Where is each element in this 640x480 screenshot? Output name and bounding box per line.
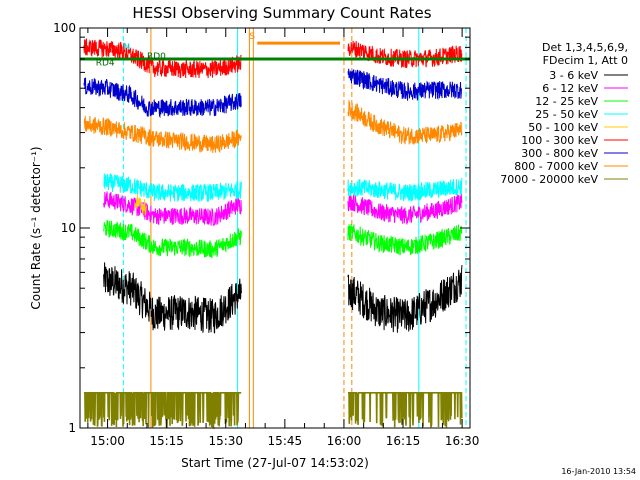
x-axis-label: Start Time (27-Jul-07 14:53:02) — [181, 456, 369, 470]
y-axis-label: Count Rate (s⁻¹ detector⁻¹) — [29, 146, 43, 309]
annotation-rd0: RD0 — [147, 52, 166, 62]
series-300-800-kev — [83, 68, 462, 119]
legend-label-800-7000-kev: 800 - 7000 keV — [514, 160, 598, 173]
legend-label-300-800-kev: 300 - 800 keV — [521, 147, 598, 160]
plot-area: RD4 RD0 N S 1 10 100 15:00 15:15 15:30 15:45 16:00… — [53, 21, 479, 448]
series-6-12-kev — [103, 191, 463, 226]
legend-label-7000-20000-kev: 7000 - 20000 keV — [500, 173, 598, 186]
annotation-s: S — [249, 32, 255, 42]
data-layer: RD4 RD0 N S — [79, 28, 470, 430]
x-tick-label: 15:45 — [268, 434, 303, 448]
legend-label-3-6-kev: 3 - 6 keV — [549, 69, 598, 82]
x-tick-label: 16:15 — [386, 434, 421, 448]
x-tick-label: 15:00 — [90, 434, 125, 448]
series-3-6-kev — [103, 262, 463, 334]
legend-header-line-1: Det 1,3,4,5,6,9, — [542, 41, 628, 54]
series-12-25-kev — [103, 220, 463, 259]
legend-label-50-100-kev: 50 - 100 keV — [528, 121, 598, 134]
legend-header-line-2: FDecim 1, Att 0 — [543, 54, 628, 67]
series-25-50-kev — [103, 172, 463, 202]
legend-label-12-25-kev: 12 - 25 keV — [535, 95, 598, 108]
x-tick-label: 16:00 — [327, 434, 362, 448]
ticks-layer: 1 10 100 15:00 15:15 15:30 15:45 16:00 16:15 16:3… — [53, 21, 479, 448]
legend-label-100-300-kev: 100 - 300 keV — [521, 134, 598, 147]
footer-timestamp: 16-Jan-2010 13:54 — [561, 467, 636, 476]
annotation-n: N — [123, 43, 130, 53]
x-tick-label: 16:30 — [445, 434, 480, 448]
chart-title: HESSI Observing Summary Count Rates — [132, 4, 431, 22]
series-50-100-kev — [134, 194, 148, 217]
y-tick-label: 1 — [68, 421, 76, 435]
series-800-7000-kev — [83, 100, 463, 154]
series-100-300-kev — [83, 38, 463, 79]
legend-label-6-12-kev: 6 - 12 keV — [542, 82, 598, 95]
legend: Det 1,3,4,5,6,9, FDecim 1, Att 0 3 - 6 k… — [500, 41, 628, 186]
x-tick-label: 15:30 — [208, 434, 243, 448]
annotation-rd4: RD4 — [96, 58, 115, 68]
series-7000-20000-kev — [83, 392, 463, 430]
plot-frame — [79, 27, 471, 429]
legend-label-25-50-kev: 25 - 50 keV — [535, 108, 598, 121]
y-tick-label: 10 — [61, 221, 76, 235]
x-tick-label: 15:15 — [149, 434, 184, 448]
y-tick-label: 100 — [53, 21, 76, 35]
